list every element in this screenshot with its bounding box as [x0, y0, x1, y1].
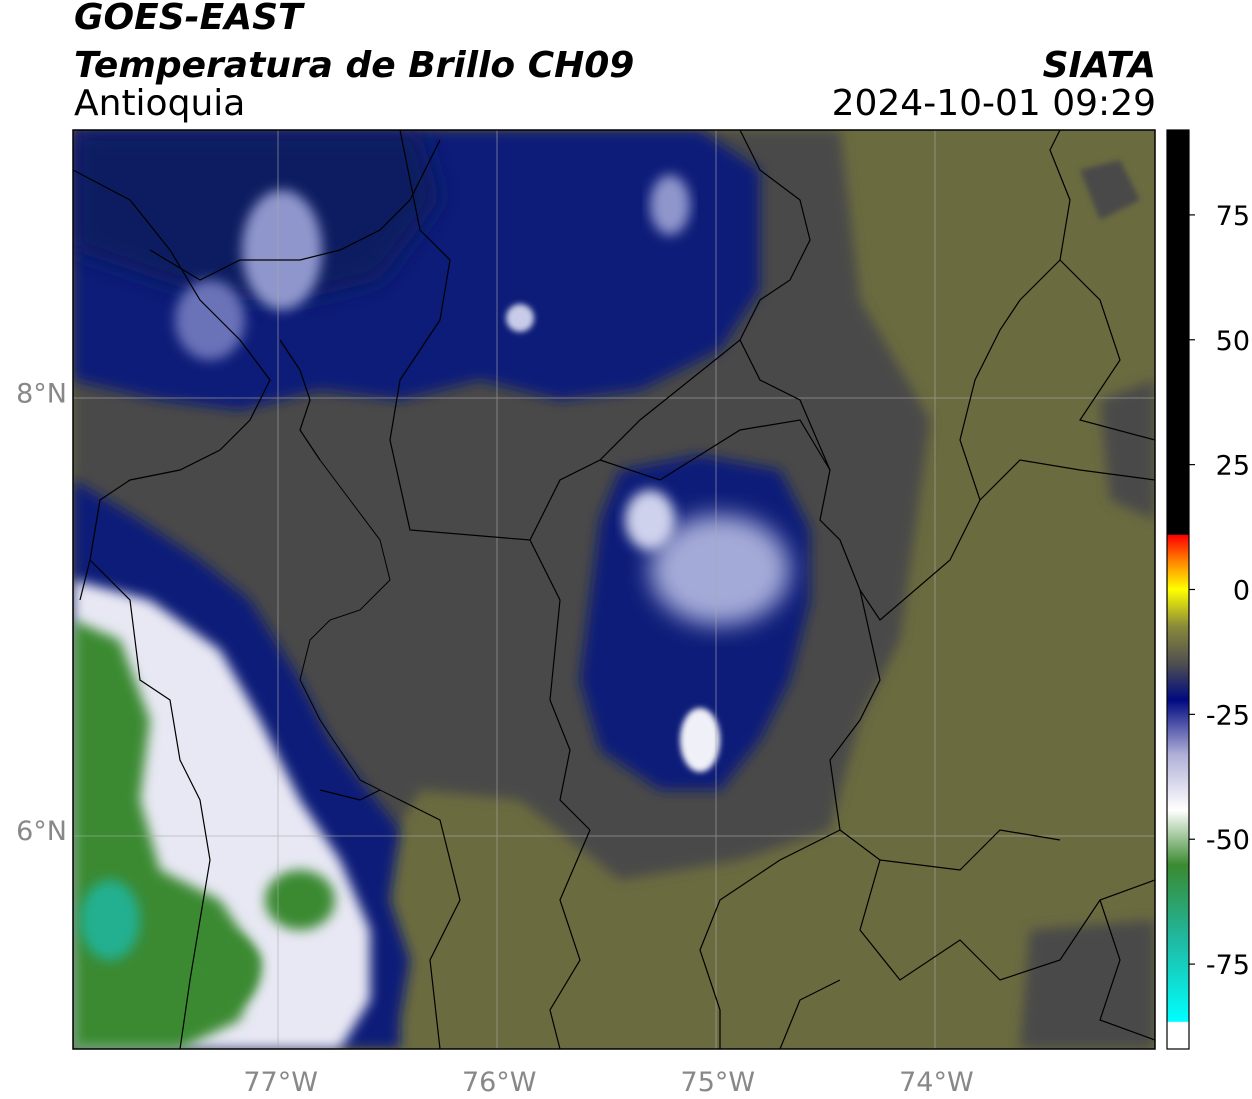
brand-label: SIATA: [1042, 45, 1156, 86]
colorbar-tick-label: 75: [1216, 201, 1250, 232]
map-area: [73, 130, 1155, 1049]
latitude-tick-label: 8°N: [16, 379, 67, 410]
colorbar: [1167, 130, 1189, 1049]
longitude-tick-label: 75°W: [681, 1067, 756, 1098]
map-frame: [72, 129, 1156, 1050]
longitude-tick-label: 76°W: [462, 1067, 537, 1098]
latitude-tick-label: 6°N: [16, 816, 67, 847]
colorbar-tick-label: 0: [1233, 576, 1250, 607]
longitude-tick-label: 74°W: [899, 1067, 974, 1098]
variable-title: Temperatura de Brillo CH09: [74, 45, 635, 86]
colorbar-tick-label: -25: [1206, 700, 1250, 731]
colorbar-tick-label: -50: [1206, 825, 1250, 856]
coastline: [73, 139, 441, 1049]
western-boundaries: [299, 459, 401, 801]
product-title: GOES-EAST: [74, 0, 303, 38]
colorbar-tick-label: 25: [1216, 451, 1250, 482]
department-boundaries: [389, 130, 1155, 1049]
longitude-labels: 77°W 76°W 75°W 74°W: [243, 1067, 973, 1098]
colorbar-tick-label: -75: [1206, 950, 1250, 981]
latitude-labels: 8°N 6°N: [16, 379, 67, 848]
longitude-tick-label: 77°W: [243, 1067, 318, 1098]
graticule: [73, 130, 1155, 1049]
datetime-label: 2024-10-01 09:29: [831, 83, 1156, 124]
region-label: Antioquia: [74, 83, 246, 124]
colorbar-tick-label: 50: [1216, 326, 1250, 357]
colorbar-ticks: 75 50 25 0 -25 -50 -75: [1189, 201, 1250, 981]
